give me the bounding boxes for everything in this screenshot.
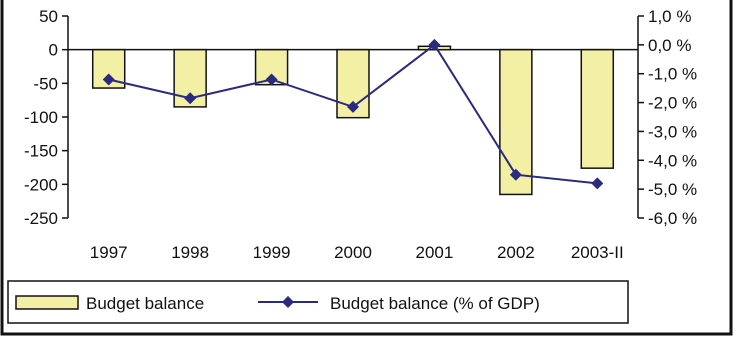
y-right-tick-label: -6,0 % (648, 209, 697, 228)
y-left-tick-label: 0 (49, 41, 58, 60)
y-right-tick-label: -3,0 % (648, 122, 697, 141)
legend-label-budget-balance-pct: Budget balance (% of GDP) (330, 294, 540, 313)
x-category-label: 1999 (253, 243, 291, 262)
y-left-tick-label: -150 (24, 142, 58, 161)
diamond-marker (509, 168, 522, 181)
y-left-tick-label: -200 (24, 175, 58, 194)
y-left-tick-label: -50 (33, 74, 58, 93)
y-right-tick-label: -2,0 % (648, 94, 697, 113)
diamond-marker (184, 92, 197, 105)
bar-budget-balance (580, 48, 615, 169)
y-right-tick-label: 0,0 % (648, 36, 691, 55)
y-right-tick-label: 1,0 % (648, 7, 691, 26)
diamond-marker (265, 73, 278, 86)
y-left-tick-label: 50 (39, 7, 58, 26)
diamond-marker (102, 73, 115, 86)
x-category-label: 2001 (416, 243, 454, 262)
legend-swatch-bar (15, 295, 79, 310)
x-category-label: 1998 (171, 243, 209, 262)
y-right-tick-label: -1,0 % (648, 65, 697, 84)
y-left-tick-label: -100 (24, 108, 58, 127)
y-right-tick-label: -5,0 % (648, 180, 697, 199)
figure-frame (0, 0, 733, 336)
y-right-tick-label: -4,0 % (648, 151, 697, 170)
legend-swatch-diamond (282, 296, 294, 308)
diamond-marker (428, 38, 441, 51)
diamond-marker (347, 100, 359, 113)
legend-label-budget-balance: Budget balance (86, 294, 204, 313)
x-category-label: 2002 (497, 243, 535, 262)
x-category-label: 1997 (90, 243, 128, 262)
x-category-label: 2000 (334, 243, 372, 262)
x-category-label: 2003-II (571, 243, 624, 262)
diamond-marker (591, 177, 604, 190)
y-left-tick-label: -250 (24, 209, 58, 228)
